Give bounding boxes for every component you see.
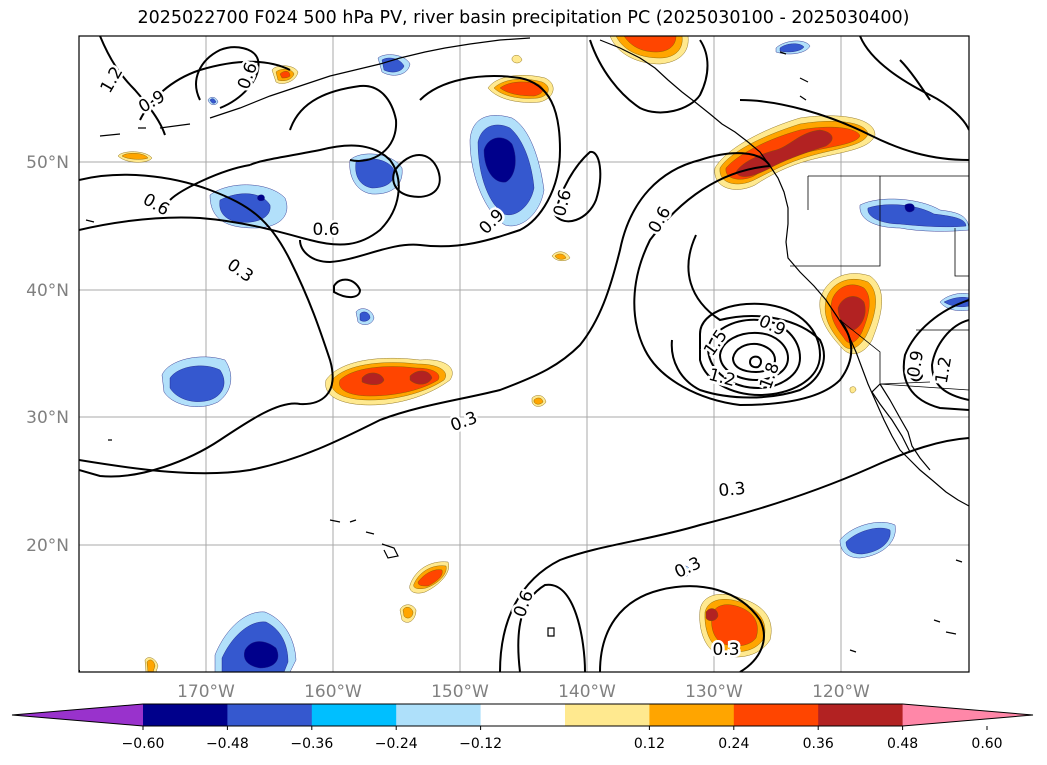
positive-precip-blob — [849, 386, 857, 394]
colorbar-tick-label: −0.36 — [290, 736, 333, 752]
colorbar-tick-label: 0.24 — [718, 736, 749, 752]
precipitation-field — [117, 36, 969, 672]
colorbar-tick-label: 0.60 — [971, 736, 1002, 752]
precip-level-fill — [279, 71, 291, 79]
colorbar-tick-label: −0.12 — [459, 736, 502, 752]
precip-level-fill — [779, 43, 805, 53]
positive-precip-blob — [271, 65, 299, 84]
negative-precip-blob — [355, 308, 375, 325]
precip-level-fill — [417, 569, 443, 587]
precip-level-fill — [679, 565, 691, 577]
contour-label: 0.6 — [312, 220, 339, 240]
negative-precip-blob — [775, 40, 811, 55]
negative-precip-blob — [679, 565, 691, 577]
precip-level-fill — [402, 607, 414, 619]
precip-level-fill — [483, 137, 516, 183]
lat-label: 20°N — [26, 536, 69, 556]
contour-label: 0.3 — [718, 479, 747, 501]
positive-precip-blob — [531, 395, 547, 407]
negative-precip-blob — [207, 97, 219, 105]
longitude-labels: 170°W 160°W 150°W 140°W 130°W 120°W — [177, 682, 870, 702]
colorbar-tick-label: −0.48 — [206, 736, 249, 752]
positive-precip-blob — [325, 358, 453, 406]
precip-level-fill — [146, 659, 156, 672]
latitude-labels: 50°N 40°N 30°N 20°N — [26, 153, 69, 556]
precip-level-fill — [169, 365, 225, 402]
negative-precip-blob — [939, 293, 969, 311]
colorbar: −0.60 −0.48 −0.36 −0.24 −0.12 0.12 0.24 0.36 0.4… — [11, 703, 1034, 752]
precip-level-fill — [943, 297, 969, 307]
positive-precip-blob — [819, 273, 882, 355]
lon-label: 140°W — [558, 682, 616, 702]
colorbar-segment — [227, 704, 313, 726]
precip-level-fill — [711, 604, 758, 647]
precip-level-fill — [904, 203, 915, 213]
map-title: 2025022700 F024 500 hPa PV, river basin … — [137, 8, 910, 28]
precip-level-fill — [359, 311, 371, 322]
precip-level-fill — [355, 158, 395, 189]
precip-level-fill — [533, 397, 544, 405]
positive-precip-blob — [144, 657, 159, 672]
map-frame — [78, 35, 970, 673]
lon-label: 170°W — [177, 682, 235, 702]
lon-label: 120°W — [812, 682, 870, 702]
precip-level-fill — [511, 55, 523, 64]
colorbar-tick-label: 0.48 — [887, 736, 918, 752]
lon-label: 130°W — [685, 682, 743, 702]
precip-level-fill — [845, 527, 891, 555]
precip-level-fill — [735, 129, 833, 177]
contour-label: 0.3 — [718, 479, 747, 501]
colorbar-extend-min — [12, 704, 143, 726]
colorbar-segment — [565, 704, 650, 726]
contour-label: 0.3 — [712, 640, 739, 660]
negative-precip-blob — [161, 356, 232, 407]
precip-level-fill — [244, 641, 279, 669]
negative-precip-blob — [214, 611, 297, 672]
precip-level-fill — [849, 386, 857, 394]
colorbar-segment — [396, 704, 482, 726]
precip-level-fill — [121, 153, 149, 160]
colorbar-segment — [818, 704, 904, 726]
precip-level-fill — [554, 253, 567, 260]
colorbar-tick-label: −0.24 — [375, 736, 418, 752]
precip-level-fill — [257, 194, 265, 201]
colorbar-segment — [649, 704, 735, 726]
pv-contours — [79, 36, 969, 672]
colorbar-extend-max — [902, 704, 1033, 726]
positive-precip-blob — [117, 151, 153, 163]
positive-precip-blob — [699, 594, 772, 658]
colorbar-segment — [143, 704, 228, 726]
colorbar-segment — [733, 704, 819, 726]
lon-label: 150°W — [431, 682, 489, 702]
colorbar-tick-label: 0.12 — [634, 736, 665, 752]
negative-precip-blob — [839, 522, 896, 559]
colorbar-segment — [311, 704, 397, 726]
positive-precip-blob — [487, 75, 554, 103]
lat-label: 40°N — [26, 281, 69, 301]
political-borders — [790, 175, 969, 391]
precip-level-fill — [361, 370, 433, 385]
lat-label: 30°N — [26, 408, 69, 428]
precip-level-fill — [705, 608, 719, 621]
colorbar-tick-label: −0.60 — [122, 736, 165, 752]
precip-level-fill — [209, 98, 217, 104]
positive-precip-blob — [409, 561, 449, 594]
precip-level-fill — [623, 36, 677, 53]
positive-precip-blob — [551, 251, 571, 261]
positive-precip-blob — [511, 55, 523, 64]
colorbar-segment — [480, 704, 566, 726]
positive-precip-blob — [609, 36, 689, 65]
negative-precip-blob — [349, 153, 403, 195]
colorbar-tick-label: 0.36 — [803, 736, 834, 752]
negative-precip-blob — [469, 115, 545, 227]
negative-precip-blob — [859, 198, 969, 232]
positive-precip-blob — [399, 604, 417, 623]
lon-label: 160°W — [304, 682, 362, 702]
lat-label: 50°N — [26, 153, 69, 173]
